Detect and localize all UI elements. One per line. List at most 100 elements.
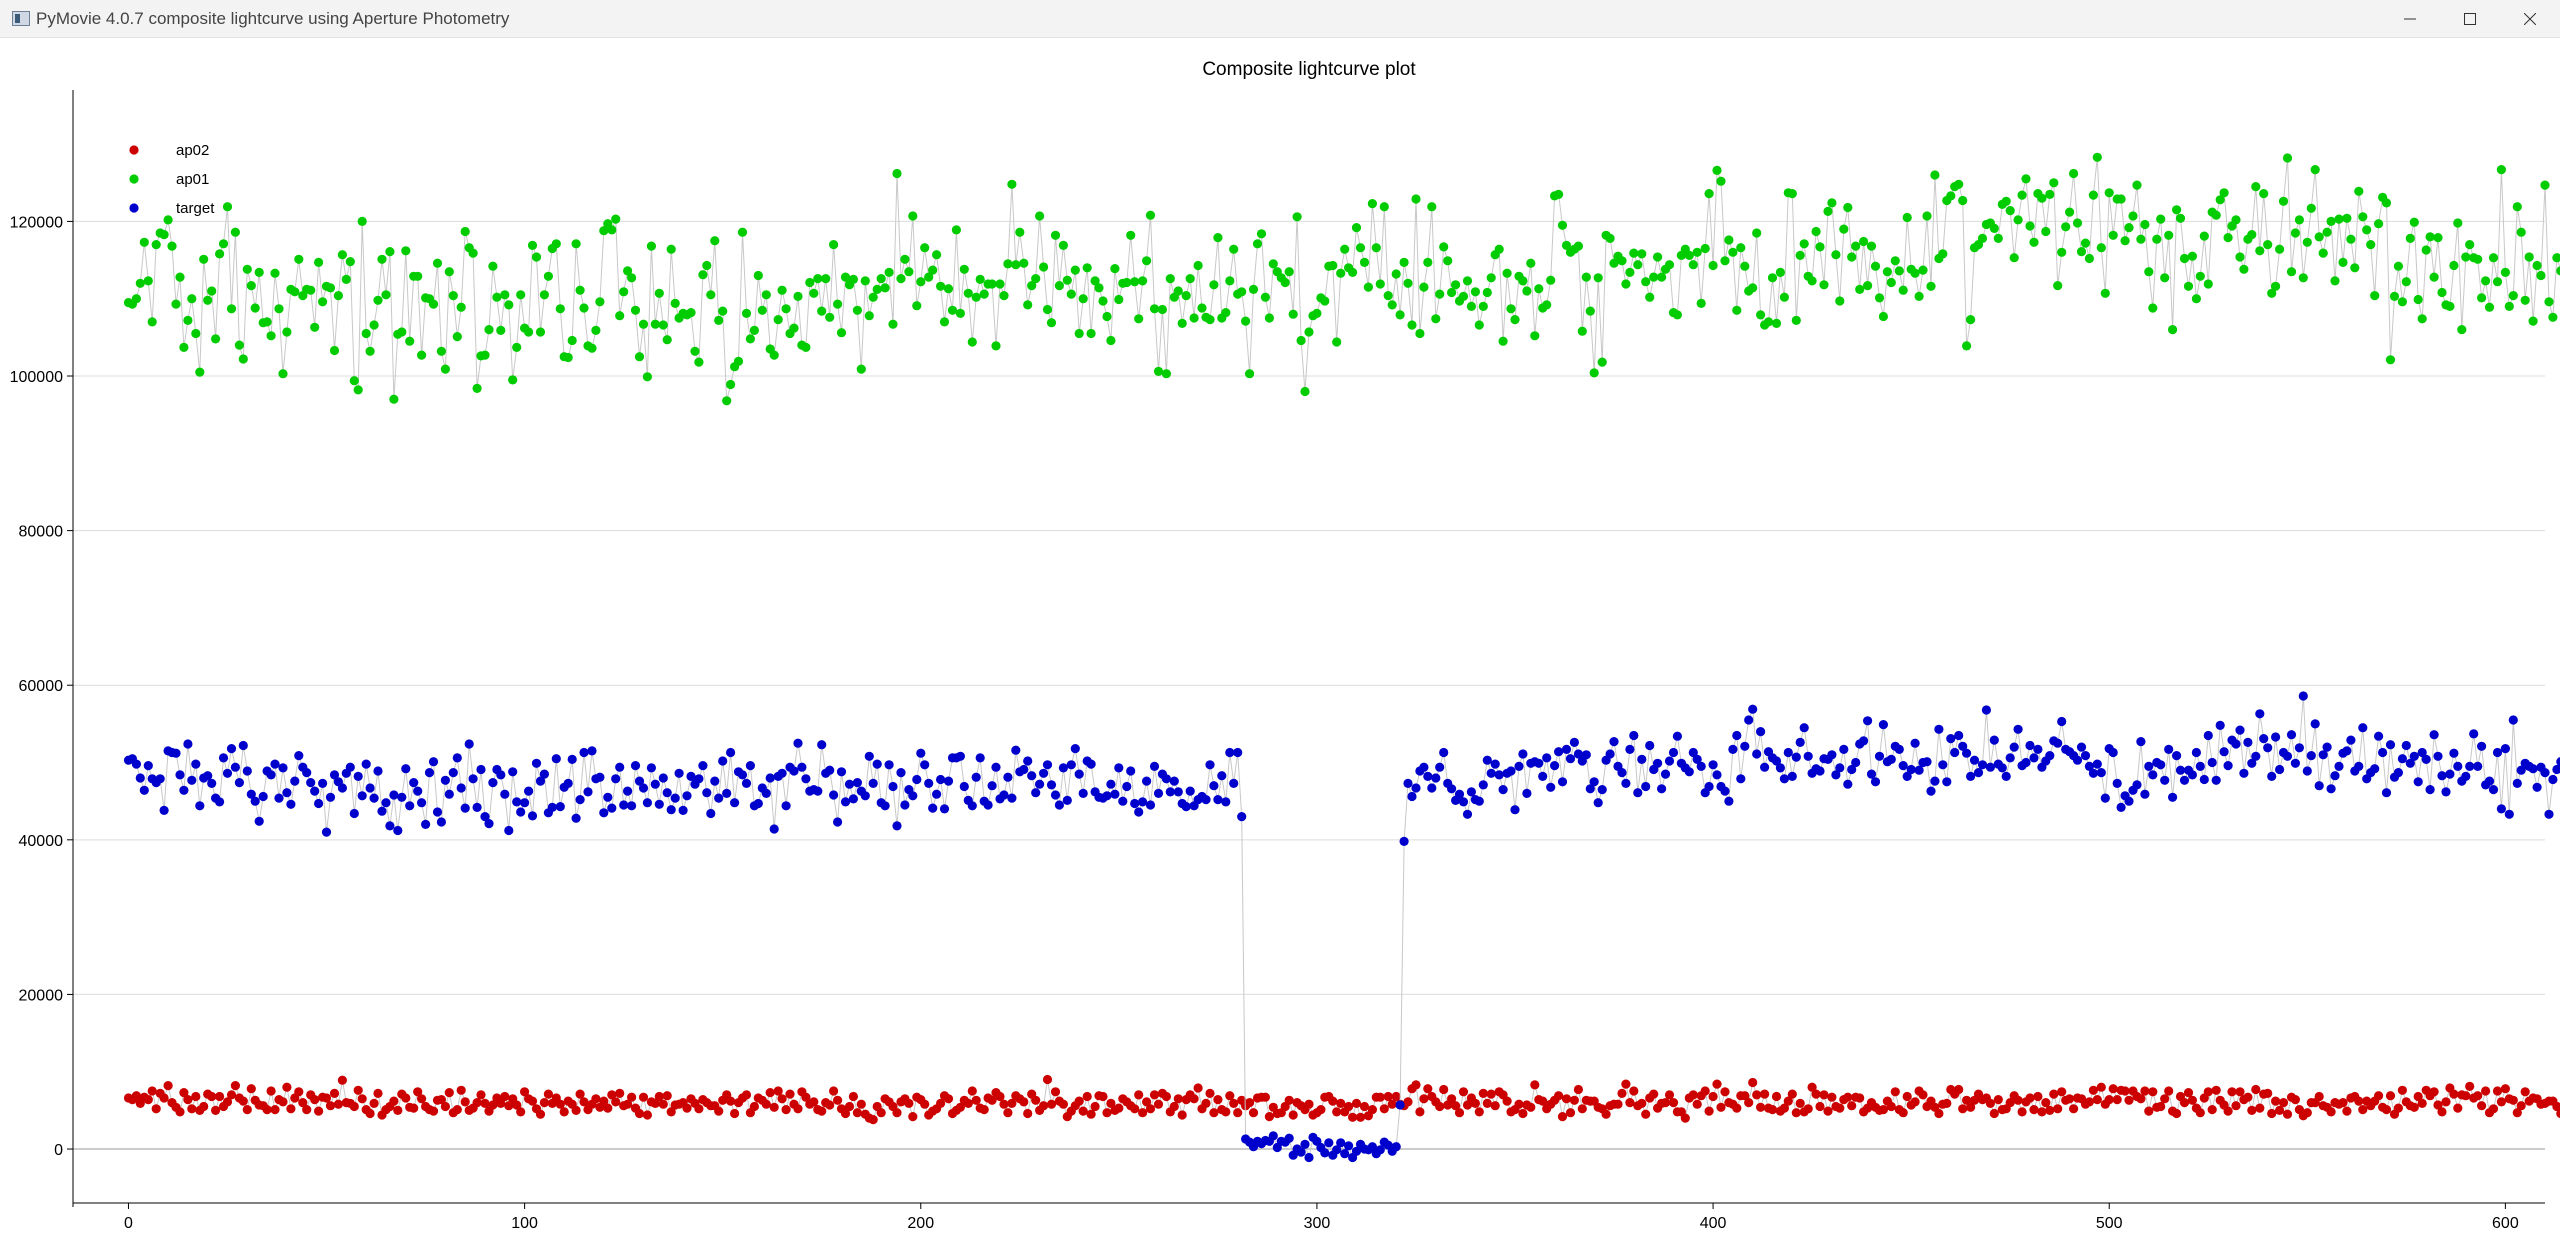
data-point: [2488, 1104, 2499, 1114]
data-point: [1300, 1139, 1310, 1149]
data-point: [1815, 242, 1825, 252]
data-point: [1573, 1084, 1583, 1095]
data-point: [2330, 771, 2340, 781]
data-point: [2271, 281, 2281, 291]
data-point: [512, 1100, 522, 1110]
data-point: [496, 1098, 506, 1108]
data-point: [1300, 386, 1310, 397]
data-point: [254, 267, 264, 277]
data-point: [682, 1103, 692, 1113]
data-point: [2370, 291, 2380, 301]
data-point: [892, 168, 902, 179]
data-point: [726, 1096, 736, 1106]
data-point: [936, 774, 946, 785]
data-point: [1740, 1091, 1750, 1101]
data-point: [2128, 211, 2138, 221]
data-point: [1914, 765, 1924, 775]
data-point: [928, 265, 938, 275]
data-point: [753, 270, 763, 281]
data-point: [1827, 1092, 1837, 1102]
data-point: [2183, 1088, 2194, 1098]
data-point: [175, 272, 185, 282]
data-point: [531, 758, 542, 768]
data-point: [1209, 280, 1219, 290]
data-point: [880, 801, 890, 811]
data-point: [1486, 273, 1496, 283]
data-point: [321, 827, 332, 837]
data-point: [615, 311, 625, 321]
data-point: [2282, 153, 2293, 163]
data-point: [2124, 796, 2134, 806]
data-point: [1419, 762, 1429, 772]
data-point: [1617, 768, 1627, 778]
data-point: [266, 770, 276, 780]
data-point: [1787, 771, 1797, 782]
data-point: [2516, 227, 2526, 237]
data-point: [1985, 762, 1995, 772]
data-point: [2473, 254, 2483, 264]
maximize-button[interactable]: [2440, 0, 2500, 38]
data-point: [1542, 300, 1552, 310]
data-point: [710, 236, 720, 246]
data-point: [1554, 747, 1564, 757]
plot-background: [73, 90, 2545, 1207]
data-point: [1003, 1108, 1013, 1118]
close-button[interactable]: [2500, 0, 2560, 38]
data-point: [1284, 1133, 1294, 1143]
data-point: [2338, 257, 2348, 267]
data-point: [1332, 1107, 1342, 1117]
data-point: [270, 1105, 280, 1115]
data-point: [175, 770, 185, 780]
data-point: [325, 283, 336, 293]
data-point: [1478, 301, 1488, 311]
data-point: [1296, 335, 1306, 346]
plot-area[interactable]: Composite lightcurve plot 0 20000 40000 600…: [0, 38, 2560, 1245]
data-point: [844, 779, 855, 789]
data-point: [314, 1106, 324, 1116]
data-point: [1530, 1080, 1540, 1090]
data-point: [1256, 229, 1267, 239]
data-point: [1561, 240, 1572, 250]
data-point: [1577, 1104, 1587, 1114]
data-point: [844, 1101, 855, 1112]
data-point: [1466, 787, 1476, 797]
data-point: [1756, 310, 1766, 320]
data-point: [1752, 228, 1762, 238]
data-point: [492, 292, 502, 302]
data-point: [1720, 1087, 1730, 1097]
data-point: [1641, 781, 1651, 792]
data-point: [2374, 731, 2384, 741]
data-point: [1878, 720, 1888, 730]
data-point: [2235, 252, 2245, 262]
data-point: [1732, 730, 1742, 741]
data-point: [888, 781, 898, 792]
data-point: [512, 342, 522, 352]
data-point: [278, 763, 288, 773]
data-point: [349, 376, 359, 386]
data-point: [1962, 341, 1972, 351]
data-point: [654, 1091, 664, 1102]
data-point: [2033, 1091, 2043, 1102]
data-point: [2156, 214, 2166, 224]
lightcurve-chart[interactable]: Composite lightcurve plot 0 20000 40000 600…: [0, 38, 2560, 1245]
data-point: [2342, 213, 2352, 223]
data-point: [2160, 1094, 2170, 1104]
data-point: [2132, 180, 2142, 190]
data-point: [1403, 1097, 1413, 1107]
data-point: [2461, 1091, 2471, 1101]
data-point: [539, 769, 550, 779]
data-point: [848, 794, 859, 804]
data-point: [2267, 771, 2277, 782]
data-point: [2282, 751, 2293, 761]
minimize-button[interactable]: [2380, 0, 2440, 38]
data-point: [860, 791, 870, 801]
data-point: [286, 1104, 296, 1114]
data-point: [2290, 1095, 2300, 1105]
data-point: [2437, 287, 2447, 298]
data-point: [1807, 1082, 1817, 1092]
data-point: [1415, 328, 1425, 339]
data-point: [424, 768, 435, 778]
data-point: [2017, 190, 2027, 200]
data-point: [1827, 198, 1837, 208]
data-point: [432, 807, 443, 817]
